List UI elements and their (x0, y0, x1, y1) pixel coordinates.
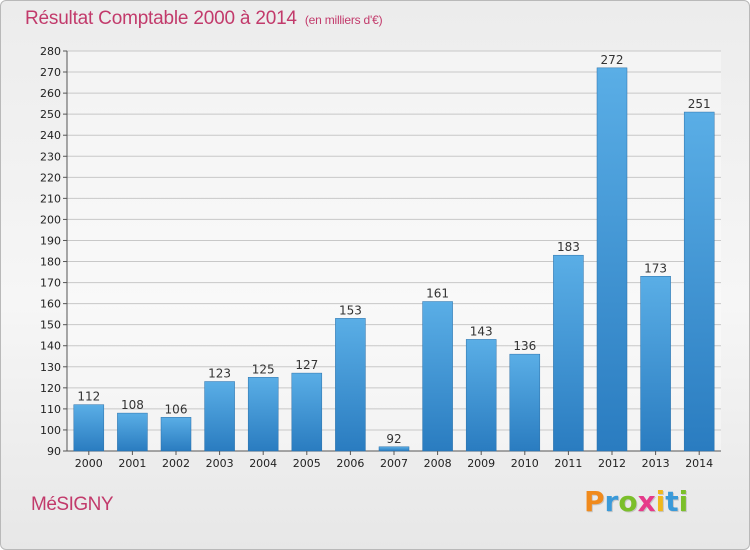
bar-value-label: 127 (295, 358, 318, 372)
y-tick-label: 180 (40, 256, 61, 269)
bar-value-label: 92 (386, 432, 401, 446)
bar-value-label: 123 (208, 367, 231, 381)
bar-2011 (553, 254, 584, 452)
bar-value-label: 272 (601, 53, 624, 67)
y-tick-label: 140 (40, 340, 61, 353)
y-tick-label: 250 (40, 108, 61, 121)
bar-value-label: 183 (557, 240, 580, 254)
logo-letter: t (665, 485, 679, 518)
x-tick-label: 2005 (293, 457, 321, 470)
y-tick-label: 120 (40, 382, 61, 395)
x-tick-label: 2010 (511, 457, 539, 470)
y-tick-label: 90 (47, 445, 61, 458)
logo-letter: o (618, 485, 638, 518)
x-tick-label: 2006 (336, 457, 364, 470)
bar-value-label: 143 (470, 324, 493, 338)
y-tick-label: 190 (40, 234, 61, 247)
x-tick-label: 2013 (642, 457, 670, 470)
x-tick-label: 2002 (162, 457, 190, 470)
y-tick-label: 260 (40, 87, 61, 100)
x-tick-label: 2008 (424, 457, 452, 470)
bar-value-label: 125 (252, 362, 275, 376)
bar-2010 (509, 353, 541, 452)
commune-name: MéSIGNY (31, 494, 114, 515)
y-tick-label: 130 (40, 361, 61, 374)
x-tick-label: 2004 (249, 457, 277, 470)
y-tick-label: 240 (40, 129, 61, 142)
bar-2007 (378, 446, 410, 452)
x-tick-label: 2014 (685, 457, 713, 470)
y-tick-label: 230 (40, 150, 61, 163)
bar-2000 (73, 404, 105, 452)
y-tick-label: 210 (40, 192, 61, 205)
x-tick-label: 2003 (206, 457, 234, 470)
y-tick-label: 160 (40, 298, 61, 311)
bar-2014 (683, 111, 715, 452)
x-tick-label: 2011 (554, 457, 582, 470)
y-tick-label: 170 (40, 277, 61, 290)
bar-2005 (291, 372, 323, 452)
x-tick-label: 2012 (598, 457, 626, 470)
bar-2012 (596, 67, 628, 452)
bar-2001 (117, 412, 148, 452)
bar-value-label: 108 (121, 398, 144, 412)
bar-value-label: 106 (165, 402, 188, 416)
logo-letter: i (655, 485, 666, 518)
bar-value-label: 251 (688, 97, 711, 111)
logo-letter: x (637, 485, 656, 518)
x-tick-label: 2007 (380, 457, 408, 470)
bar-value-label: 136 (513, 339, 536, 353)
bar-2006 (335, 318, 366, 452)
bar-value-label: 153 (339, 303, 362, 317)
logo-letter: i (678, 485, 689, 518)
bar-value-label: 173 (644, 261, 667, 275)
logo-letter: r (604, 485, 619, 518)
y-tick-label: 110 (40, 403, 61, 416)
y-tick-label: 100 (40, 424, 61, 437)
y-tick-label: 150 (40, 319, 61, 332)
bar-2002 (160, 417, 192, 452)
proxiti-logo: Proxiti (584, 485, 688, 518)
y-tick-label: 220 (40, 171, 61, 184)
y-tick-label: 280 (40, 45, 61, 58)
x-tick-label: 2001 (118, 457, 146, 470)
bar-2004 (247, 377, 279, 452)
bar-value-label: 161 (426, 287, 449, 301)
y-tick-label: 200 (40, 213, 61, 226)
x-tick-label: 2009 (467, 457, 495, 470)
bar-2003 (204, 381, 235, 452)
logo-letter: P (584, 485, 605, 518)
bar-2008 (422, 301, 453, 452)
y-tick-label: 270 (40, 66, 61, 79)
bar-2013 (640, 276, 671, 452)
chart-title-block: Résultat Comptable 2000 à 2014 (en millie… (25, 8, 383, 30)
chart-title: Résultat Comptable 2000 à 2014 (25, 8, 297, 29)
bar-value-label: 112 (77, 390, 100, 404)
x-tick-label: 2000 (75, 457, 103, 470)
bar-2009 (465, 339, 497, 452)
chart-subtitle: (en milliers d'€) (304, 13, 383, 27)
